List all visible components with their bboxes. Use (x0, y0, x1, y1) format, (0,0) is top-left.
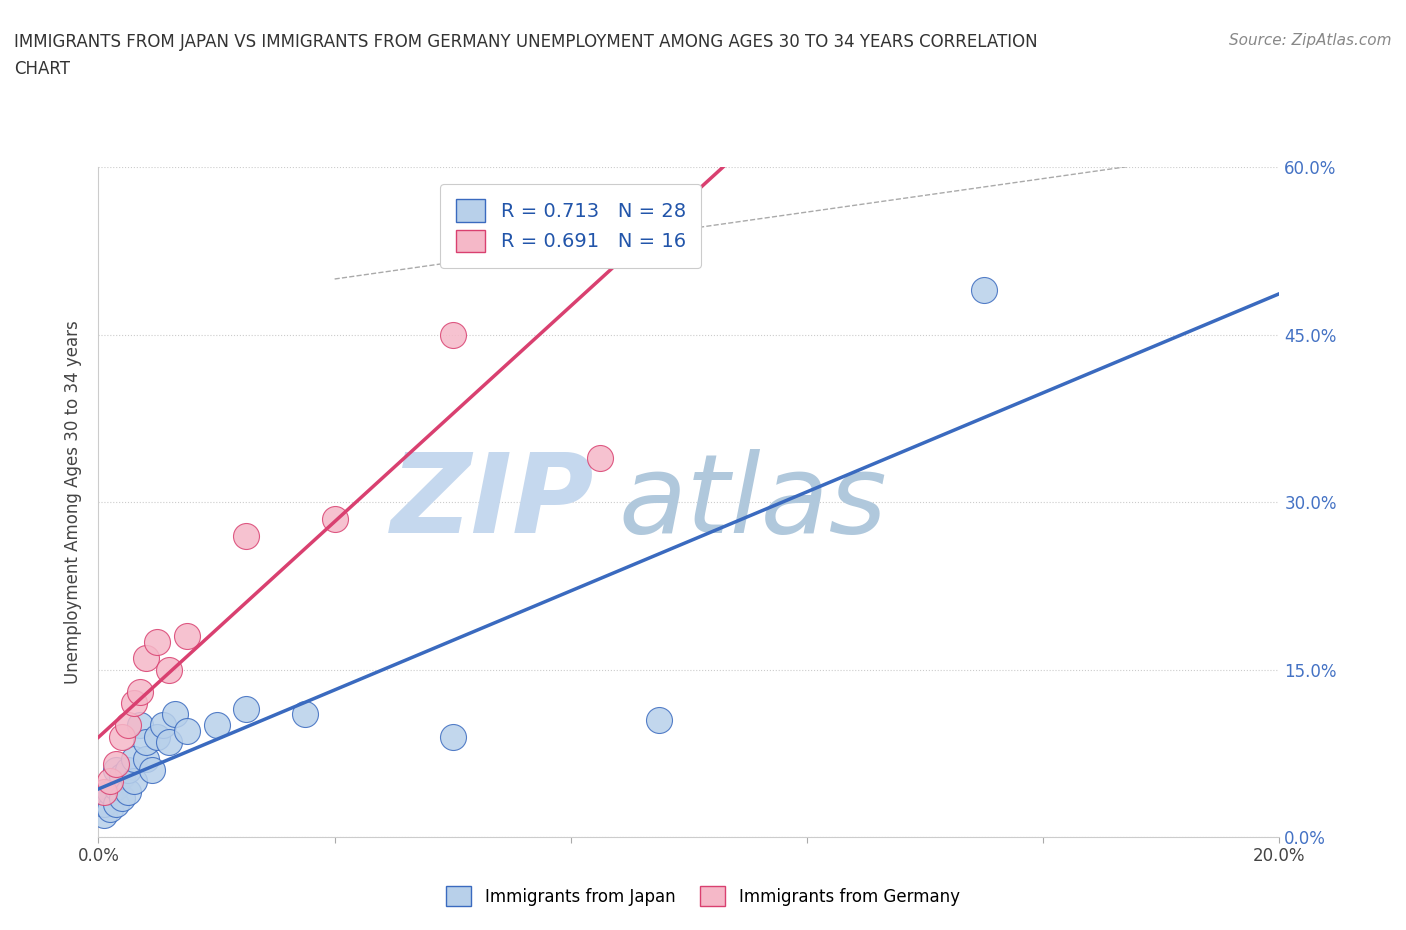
Point (648, 712, 671, 727)
Point (105, 779, 128, 794)
Point (98, 785, 121, 800)
Point (205, 718, 228, 733)
Point (294, 707, 316, 722)
Point (93, 807, 115, 822)
Point (135, 735, 157, 750)
Point (176, 724, 198, 738)
Point (146, 729, 169, 744)
Text: Source: ZipAtlas.com: Source: ZipAtlas.com (1229, 33, 1392, 47)
Point (176, 629, 198, 644)
Point (141, 763, 163, 777)
Point (105, 763, 128, 777)
Point (111, 729, 134, 744)
Point (152, 718, 174, 733)
Point (501, 238, 523, 253)
Point (157, 662, 180, 677)
Point (105, 796, 128, 811)
Point (589, 450, 612, 465)
Point (122, 696, 145, 711)
Y-axis label: Unemployment Among Ages 30 to 34 years: Unemployment Among Ages 30 to 34 years (65, 320, 83, 684)
Text: atlas: atlas (619, 448, 887, 556)
Point (98, 802, 121, 817)
Point (93, 796, 115, 811)
Point (128, 718, 150, 733)
Point (235, 701, 257, 716)
Point (117, 763, 139, 777)
Point (157, 735, 180, 750)
Point (111, 768, 134, 783)
Point (135, 651, 157, 666)
Point (135, 751, 157, 766)
Legend: Immigrants from Japan, Immigrants from Germany: Immigrants from Japan, Immigrants from G… (440, 880, 966, 912)
Point (128, 684, 150, 699)
Point (165, 707, 187, 722)
Point (98, 774, 121, 789)
Point (105, 757, 128, 772)
Legend: R = 0.713   N = 28, R = 0.691   N = 16: R = 0.713 N = 28, R = 0.691 N = 16 (440, 184, 702, 268)
Point (117, 785, 139, 800)
Text: CHART: CHART (14, 60, 70, 78)
Point (93, 785, 115, 800)
Point (441, 327, 464, 342)
Point (122, 751, 145, 766)
Point (117, 718, 139, 733)
Point (122, 774, 145, 789)
Point (323, 512, 346, 526)
Point (973, 283, 995, 298)
Point (146, 634, 169, 649)
Text: IMMIGRANTS FROM JAPAN VS IMMIGRANTS FROM GERMANY UNEMPLOYMENT AMONG AGES 30 TO 3: IMMIGRANTS FROM JAPAN VS IMMIGRANTS FROM… (14, 33, 1038, 50)
Point (111, 790, 134, 805)
Point (441, 729, 464, 744)
Point (235, 528, 257, 543)
Text: ZIP: ZIP (391, 448, 595, 556)
